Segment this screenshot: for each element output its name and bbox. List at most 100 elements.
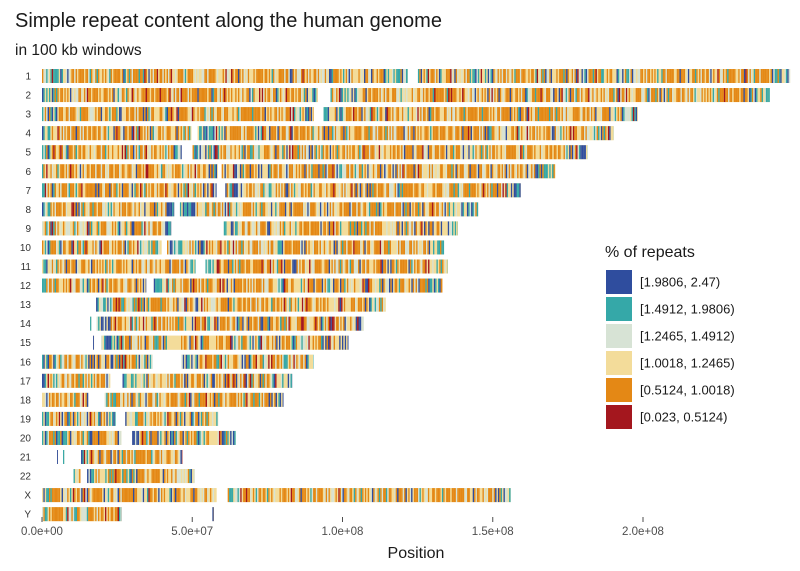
window-stripe [348, 316, 351, 331]
window-stripe [358, 69, 360, 83]
window-stripe [572, 107, 575, 122]
window-stripe [486, 126, 488, 141]
window-stripe [68, 88, 70, 103]
y-tick-label-chr-9: 9 [25, 224, 31, 235]
window-stripe [476, 145, 479, 160]
y-tick-label-chr-18: 18 [20, 395, 32, 406]
window-stripe [117, 107, 119, 122]
window-stripe [99, 278, 101, 293]
window-stripe [152, 183, 154, 198]
window-stripe [286, 164, 288, 179]
window-stripe [367, 164, 369, 179]
window-stripe [120, 335, 123, 350]
window-stripe [664, 69, 666, 83]
window-stripe [112, 335, 114, 350]
window-stripe [319, 164, 322, 179]
window-stripe [324, 297, 326, 312]
window-stripe [539, 107, 541, 122]
window-stripe [180, 126, 182, 141]
window-stripe [684, 88, 687, 103]
window-stripe [61, 183, 63, 198]
window-stripe [155, 69, 157, 83]
window-stripe [91, 126, 93, 141]
window-stripe [362, 259, 364, 274]
window-stripe [182, 316, 184, 331]
window-stripe [99, 145, 101, 160]
window-stripe [293, 221, 296, 236]
window-stripe [699, 69, 701, 83]
window-stripe [604, 107, 607, 122]
y-tick-label-chr-5: 5 [25, 148, 31, 159]
window-stripe [105, 145, 107, 160]
window-stripe [226, 145, 228, 160]
window-stripe [346, 297, 349, 312]
window-stripe [43, 107, 45, 122]
window-stripe [63, 164, 65, 179]
window-stripe [596, 69, 599, 83]
window-stripe [54, 88, 56, 103]
window-stripe [316, 278, 318, 293]
window-stripe [262, 240, 264, 255]
window-stripe [65, 183, 68, 198]
window-stripe [50, 202, 52, 217]
window-stripe [350, 88, 352, 103]
window-stripe [204, 240, 207, 255]
window-stripe [265, 278, 268, 293]
window-stripe [271, 69, 273, 83]
window-stripe [271, 88, 273, 103]
window-stripe [139, 335, 141, 350]
window-stripe [373, 183, 376, 198]
window-stripe [380, 297, 382, 312]
window-stripe [260, 88, 262, 103]
window-stripe [237, 240, 239, 255]
window-stripe [268, 297, 270, 312]
window-stripe [224, 316, 226, 331]
window-stripe [642, 88, 645, 103]
window-stripe [369, 259, 371, 274]
window-stripe [194, 107, 196, 122]
window-stripe [202, 240, 204, 255]
window-stripe [147, 335, 149, 350]
window-stripe [521, 126, 523, 141]
window-stripe [158, 202, 160, 217]
window-stripe [162, 145, 164, 160]
window-stripe [135, 126, 138, 141]
window-stripe [89, 126, 91, 141]
window-stripe [525, 145, 528, 160]
window-stripe [345, 145, 347, 160]
window-stripe [162, 69, 164, 83]
window-stripe [302, 316, 304, 331]
window-stripe [378, 240, 380, 255]
window-stripe [240, 145, 242, 160]
window-stripe [194, 183, 196, 198]
window-stripe [243, 259, 245, 274]
window-stripe [78, 145, 80, 160]
window-stripe [501, 107, 503, 122]
window-stripe [430, 259, 433, 274]
window-stripe [414, 126, 417, 141]
window-stripe [299, 183, 301, 198]
window-stripe [473, 107, 475, 122]
window-stripe [79, 259, 82, 274]
window-stripe [323, 278, 325, 293]
window-stripe [312, 164, 315, 179]
window-stripe [507, 145, 509, 160]
window-stripe [270, 69, 272, 83]
window-stripe [729, 69, 732, 83]
window-stripe [169, 259, 171, 274]
window-stripe [270, 126, 272, 141]
window-stripe [404, 107, 407, 122]
window-stripe [614, 107, 617, 122]
window-stripe [50, 240, 52, 255]
chromosome-track-10 [42, 240, 445, 255]
window-stripe [284, 221, 286, 236]
window-stripe [231, 69, 233, 83]
window-stripe [472, 145, 474, 160]
window-stripe [105, 316, 107, 331]
window-stripe [439, 126, 442, 141]
window-stripe [251, 278, 254, 293]
window-stripe [343, 240, 345, 255]
window-stripe [378, 202, 381, 217]
window-stripe [102, 240, 104, 255]
window-stripe [145, 202, 147, 217]
